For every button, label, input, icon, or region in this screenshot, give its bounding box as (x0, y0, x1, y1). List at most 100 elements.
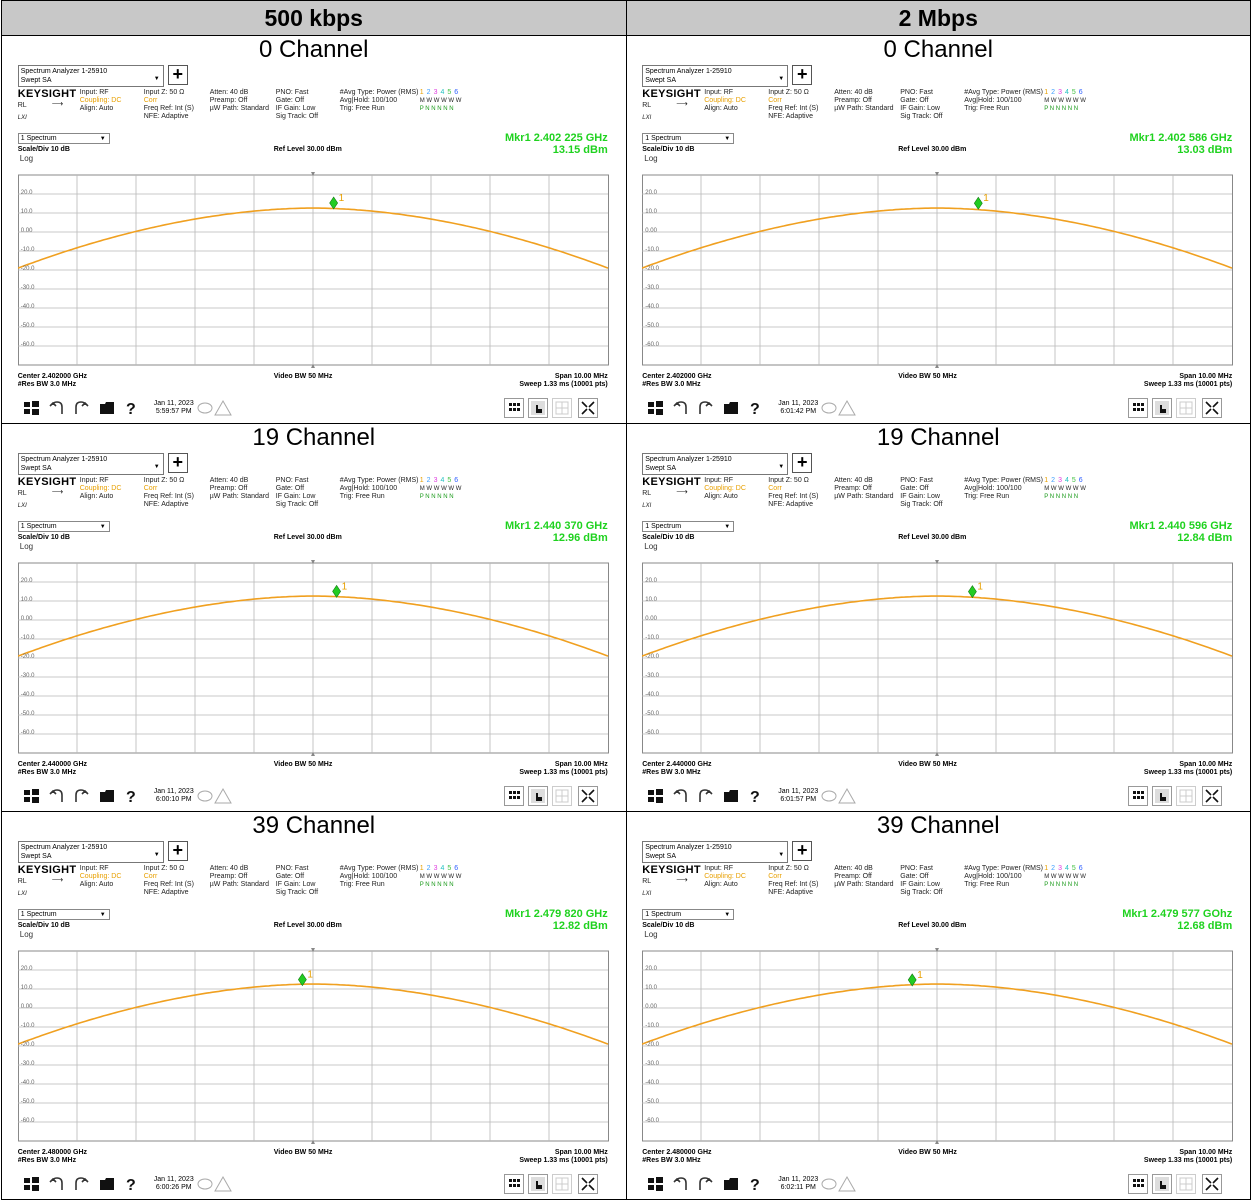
spectrum-plot[interactable]: 1 20.0 10.0 0.00 -10.0 -20.0 -30.0 -40.0 -50.0 -6… (17, 163, 610, 373)
redo-icon[interactable] (696, 787, 714, 805)
undo-icon[interactable] (48, 399, 66, 417)
touch-button[interactable] (1152, 786, 1173, 806)
redo-icon[interactable] (72, 1175, 90, 1193)
spectrum-window-select[interactable]: 1 Spectrum ▼ (642, 133, 735, 144)
fullscreen-button[interactable] (1202, 398, 1223, 418)
fullscreen-button[interactable] (577, 786, 598, 806)
add-screen-button[interactable]: + (792, 841, 813, 861)
window-layout-button[interactable] (1176, 786, 1197, 806)
spectrum-plot[interactable]: 1 20.0 10.0 0.00 -10.0 -20.0 -30.0 -40.0 -50.0 -6… (642, 551, 1234, 761)
warning-icon[interactable] (838, 1175, 857, 1193)
undo-icon[interactable] (672, 1175, 690, 1193)
window-layout-button[interactable] (551, 1174, 572, 1194)
fullscreen-button[interactable] (577, 398, 598, 418)
spectrum-window-select[interactable]: 1 Spectrum ▼ (642, 909, 735, 920)
folder-icon[interactable] (98, 1175, 116, 1193)
window-layout-button[interactable] (551, 398, 572, 418)
touch-button[interactable] (527, 786, 548, 806)
marker-1-diamond[interactable] (329, 196, 338, 210)
windows-icon[interactable] (646, 399, 664, 417)
windows-icon[interactable] (646, 787, 664, 805)
analyzer-mode-select[interactable]: Spectrum Analyzer 1-25910 Swept SA ▼ (17, 841, 164, 863)
marker-1-diamond[interactable] (908, 973, 917, 987)
multi-window-button[interactable] (503, 786, 524, 806)
add-screen-button[interactable]: + (167, 453, 188, 473)
undo-icon[interactable] (48, 1175, 66, 1193)
add-screen-button[interactable]: + (792, 65, 813, 85)
warning-icon[interactable] (838, 399, 857, 417)
spectrum-plot[interactable]: 1 20.0 10.0 0.00 -10.0 -20.0 -30.0 -40.0 -50.0 -6… (17, 939, 610, 1149)
message-icon[interactable] (820, 399, 838, 417)
spectrum-plot[interactable]: 1 20.0 10.0 0.00 -10.0 -20.0 -30.0 -40.0 -50.0 -6… (17, 551, 610, 761)
folder-icon[interactable] (722, 787, 740, 805)
warning-icon[interactable] (838, 787, 857, 805)
spectrum-analyzer-screenshot: Spectrum Analyzer 1-25910 Swept SA ▼ + K… (642, 451, 1235, 807)
help-icon[interactable]: ? (746, 787, 764, 805)
multi-window-button[interactable] (1128, 1174, 1149, 1194)
spectrum-plot[interactable]: 1 20.0 10.0 0.00 -10.0 -20.0 -30.0 -40.0 -50.0 -6… (642, 163, 1234, 373)
spectrum-window-select[interactable]: 1 Spectrum ▼ (642, 521, 735, 532)
add-screen-button[interactable]: + (167, 65, 188, 85)
folder-icon[interactable] (722, 1175, 740, 1193)
redo-icon[interactable] (696, 1175, 714, 1193)
help-icon[interactable]: ? (122, 399, 140, 417)
redo-icon[interactable] (72, 787, 90, 805)
help-icon[interactable]: ? (746, 399, 764, 417)
touch-button[interactable] (527, 1174, 548, 1194)
marker-1-diamond[interactable] (297, 973, 307, 987)
marker-1-diamond[interactable] (968, 585, 978, 599)
message-icon[interactable] (820, 1175, 838, 1193)
warning-icon[interactable] (213, 787, 232, 805)
folder-icon[interactable] (98, 787, 116, 805)
message-icon[interactable] (196, 1175, 214, 1193)
fullscreen-button[interactable] (1202, 1174, 1223, 1194)
marker-1-diamond[interactable] (974, 196, 983, 210)
fullscreen-button[interactable] (1202, 786, 1223, 806)
coupling: Coupling: DC (704, 873, 746, 880)
marker-1-diamond[interactable] (331, 584, 341, 598)
analyzer-mode-select[interactable]: Spectrum Analyzer 1-25910 Swept SA ▼ (17, 65, 164, 87)
undo-icon[interactable] (672, 399, 690, 417)
help-icon[interactable]: ? (122, 787, 140, 805)
warning-icon[interactable] (213, 399, 232, 417)
warning-icon[interactable] (213, 1175, 232, 1193)
window-layout-button[interactable] (1176, 1174, 1197, 1194)
multi-window-button[interactable] (1128, 786, 1149, 806)
touch-button[interactable] (1152, 1174, 1173, 1194)
windows-icon[interactable] (22, 399, 40, 417)
log-label: Log (19, 542, 34, 551)
windows-icon[interactable] (646, 1175, 664, 1193)
add-screen-button[interactable]: + (792, 453, 813, 473)
spectrum-window-select[interactable]: 1 Spectrum ▼ (17, 133, 110, 144)
redo-icon[interactable] (696, 399, 714, 417)
multi-window-button[interactable] (1128, 398, 1149, 418)
touch-button[interactable] (527, 398, 548, 418)
undo-icon[interactable] (48, 787, 66, 805)
spectrum-plot[interactable]: 1 20.0 10.0 0.00 -10.0 -20.0 -30.0 -40.0 -50.0 -6… (642, 939, 1234, 1149)
folder-icon[interactable] (98, 399, 116, 417)
message-icon[interactable] (196, 787, 214, 805)
windows-icon[interactable] (22, 787, 40, 805)
multi-window-button[interactable] (503, 398, 524, 418)
analyzer-mode-select[interactable]: Spectrum Analyzer 1-25910 Swept SA ▼ (642, 65, 789, 87)
window-layout-button[interactable] (551, 786, 572, 806)
trace-number-4: 4 (1064, 477, 1069, 484)
window-layout-button[interactable] (1176, 398, 1197, 418)
analyzer-mode-select[interactable]: Spectrum Analyzer 1-25910 Swept SA ▼ (642, 453, 789, 475)
spectrum-window-select[interactable]: 1 Spectrum ▼ (17, 909, 110, 920)
help-icon[interactable]: ? (746, 1175, 764, 1193)
analyzer-mode-select[interactable]: Spectrum Analyzer 1-25910 Swept SA ▼ (17, 453, 164, 475)
add-screen-button[interactable]: + (167, 841, 188, 861)
message-icon[interactable] (196, 399, 214, 417)
message-icon[interactable] (820, 787, 838, 805)
fullscreen-button[interactable] (577, 1174, 598, 1194)
redo-icon[interactable] (72, 399, 90, 417)
folder-icon[interactable] (722, 399, 740, 417)
windows-icon[interactable] (22, 1175, 40, 1193)
touch-button[interactable] (1152, 398, 1173, 418)
multi-window-button[interactable] (503, 1174, 524, 1194)
help-icon[interactable]: ? (122, 1175, 140, 1193)
spectrum-window-select[interactable]: 1 Spectrum ▼ (17, 521, 110, 532)
analyzer-mode-select[interactable]: Spectrum Analyzer 1-25910 Swept SA ▼ (642, 841, 789, 863)
undo-icon[interactable] (672, 787, 690, 805)
